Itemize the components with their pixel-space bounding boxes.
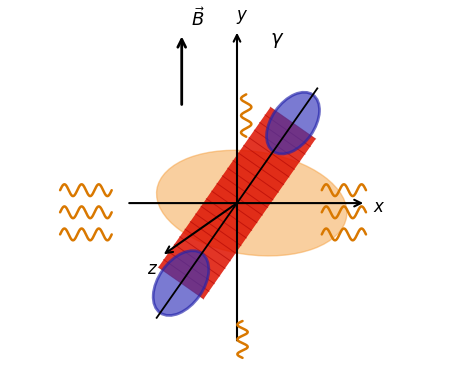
Text: $\vec{B}$: $\vec{B}$ [191,7,205,30]
Ellipse shape [156,150,347,256]
Ellipse shape [266,92,319,154]
Ellipse shape [153,251,209,316]
Polygon shape [158,107,316,299]
Text: $\gamma$: $\gamma$ [270,31,284,50]
Text: $y$: $y$ [237,8,249,26]
Text: $z$: $z$ [147,260,158,278]
Text: $x$: $x$ [374,198,386,216]
